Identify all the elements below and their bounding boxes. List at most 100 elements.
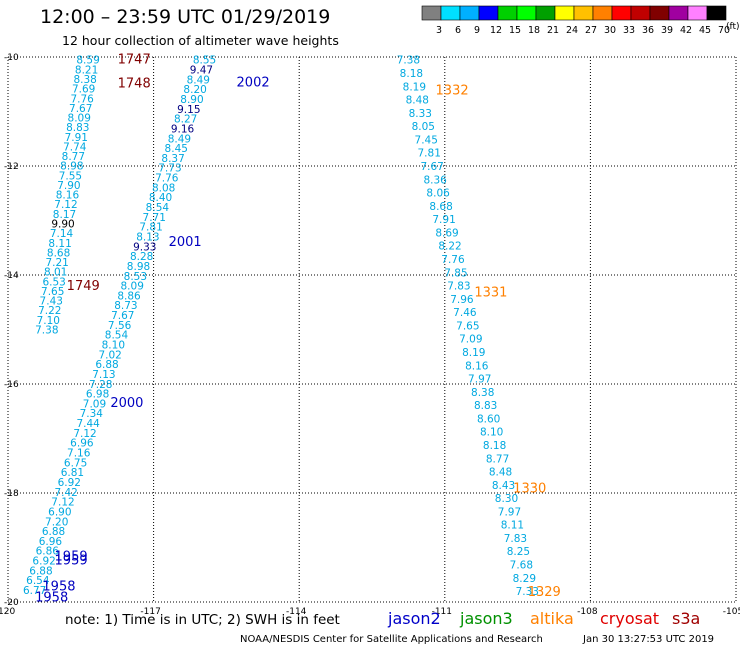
wave-height-value: 6.96 — [39, 536, 63, 548]
wave-height-value: 7.67 — [420, 161, 443, 173]
legend-label: 42 — [680, 25, 692, 36]
legend-unit: (ft) — [726, 22, 740, 32]
x-tick-label: -117 — [140, 607, 160, 617]
pass-time-label: 2001 — [169, 235, 202, 250]
page-title: 12:00 – 23:59 UTC 01/29/2019 — [40, 6, 331, 28]
wave-height-value: 8.59 — [76, 55, 99, 67]
y-tick-label: -20 — [4, 598, 19, 608]
wave-height-value: 6.88 — [42, 526, 65, 538]
legend-label: 33 — [623, 25, 635, 36]
pass-time-label: 2000 — [110, 396, 143, 411]
page-subtitle: 12 hour collection of altimeter wave hei… — [62, 33, 339, 48]
wave-height-value: 7.96 — [450, 294, 474, 306]
legend-label: 70 — [718, 25, 730, 36]
legend-label: 27 — [585, 25, 597, 36]
wave-height-value: 8.40 — [149, 192, 172, 204]
wave-height-value: 8.45 — [165, 143, 188, 155]
wave-height-value: 7.81 — [418, 148, 441, 160]
pass-time-label: 1959 — [55, 550, 88, 565]
y-tick-label: -12 — [4, 162, 19, 172]
wave-height-value: 8.25 — [507, 546, 530, 558]
legend-label: 36 — [642, 25, 654, 36]
pass-time-label: 1958 — [42, 580, 75, 595]
wave-height-value: 7.33 — [516, 586, 539, 598]
wave-height-value: 6.98 — [86, 389, 109, 401]
wave-height-value: 8.98 — [127, 261, 150, 273]
wave-height-value: 8.28 — [130, 251, 153, 263]
wave-height-value: 7.12 — [51, 497, 74, 509]
wave-height-value: 7.81 — [139, 222, 162, 234]
wave-height-value: 6.88 — [95, 359, 118, 371]
pass-time-label: 1747 — [118, 53, 151, 68]
wave-height-value: 7.68 — [510, 560, 533, 572]
wave-height-value: 8.77 — [62, 151, 85, 163]
wave-height-value: 7.10 — [37, 315, 60, 327]
wave-height-value: 7.76 — [70, 93, 94, 105]
wave-height-value: 7.38 — [35, 325, 58, 337]
legend-swatch — [706, 5, 727, 21]
sat-label-jason3: jason3 — [460, 609, 513, 628]
wave-height-value: 7.90 — [57, 180, 80, 192]
legend-label: 18 — [528, 25, 540, 36]
wave-height-value: 8.68 — [429, 201, 452, 213]
wave-height-value: 7.73 — [158, 163, 181, 175]
wave-height-value: 8.98 — [60, 161, 83, 173]
wave-height-value: 6.88 — [29, 565, 52, 577]
wave-height-value: 8.21 — [75, 64, 98, 76]
wave-height-value: 7.67 — [69, 103, 92, 115]
wave-height-value: 7.44 — [76, 418, 100, 430]
pass-time-label: 1330 — [513, 482, 546, 497]
wave-height-value: 7.28 — [89, 379, 112, 391]
wave-height-value: 8.73 — [114, 300, 137, 312]
wave-height-value: 7.09 — [459, 334, 482, 346]
pass-time-label: 1959 — [55, 553, 88, 568]
wave-height-value: 7.16 — [67, 448, 91, 460]
legend-label: 39 — [661, 25, 673, 36]
x-tick-label: -111 — [432, 607, 452, 617]
wave-height-value: 7.34 — [80, 408, 104, 420]
wave-height-value: 8.77 — [486, 453, 509, 465]
wave-height-value: 8.13 — [136, 231, 159, 243]
y-tick-label: -18 — [4, 489, 19, 499]
wave-height-value: 6.90 — [48, 506, 71, 518]
wave-height-value: 7.91 — [65, 132, 88, 144]
wave-height-value: 7.83 — [504, 533, 527, 545]
wave-height-value: 7.76 — [441, 254, 465, 266]
legend-label: 15 — [509, 25, 521, 36]
wave-height-value: 7.38 — [397, 55, 420, 67]
x-tick-label: -114 — [286, 607, 307, 617]
wave-height-value: 8.83 — [474, 400, 497, 412]
pass-time-label: 2002 — [237, 76, 270, 91]
wave-height-value: 8.48 — [489, 467, 512, 479]
wave-height-value: 7.20 — [45, 516, 68, 528]
legend-label: 24 — [566, 25, 578, 36]
wave-height-value: 8.38 — [471, 387, 494, 399]
x-tick-label: -105 — [723, 607, 740, 617]
legend-label: 21 — [547, 25, 559, 36]
wave-height-value: 8.54 — [105, 330, 129, 342]
wave-height-value: 8.54 — [146, 202, 170, 214]
x-tick-label: -108 — [577, 607, 598, 617]
wave-height-value: 7.67 — [111, 310, 134, 322]
wave-height-value: 8.86 — [117, 290, 141, 302]
wave-height-value: 7.42 — [54, 487, 77, 499]
wave-height-value: 6.75 — [64, 457, 87, 469]
wave-height-value: 6.92 — [58, 477, 81, 489]
wave-height-value: 8.49 — [168, 133, 191, 145]
wave-height-value: 9.90 — [51, 219, 74, 231]
wave-height-value: 9.16 — [171, 123, 195, 135]
wave-height-value: 8.05 — [412, 121, 435, 133]
y-tick-label: -10 — [4, 53, 19, 63]
wave-height-value: 8.69 — [435, 227, 458, 239]
wave-height-value: 8.19 — [462, 347, 485, 359]
wave-height-value: 8.27 — [174, 114, 197, 126]
wave-height-value: 8.33 — [409, 108, 432, 120]
wave-height-value: 6.81 — [61, 467, 84, 479]
wave-height-value: 7.09 — [83, 398, 106, 410]
pass-time-label: 1749 — [67, 279, 100, 294]
wave-height-value: 8.16 — [465, 360, 489, 372]
wave-height-value: 6.96 — [70, 438, 94, 450]
wave-height-value: 8.38 — [73, 74, 96, 86]
wave-height-value: 9.47 — [190, 65, 213, 77]
wave-height-value: 8.10 — [102, 340, 125, 352]
